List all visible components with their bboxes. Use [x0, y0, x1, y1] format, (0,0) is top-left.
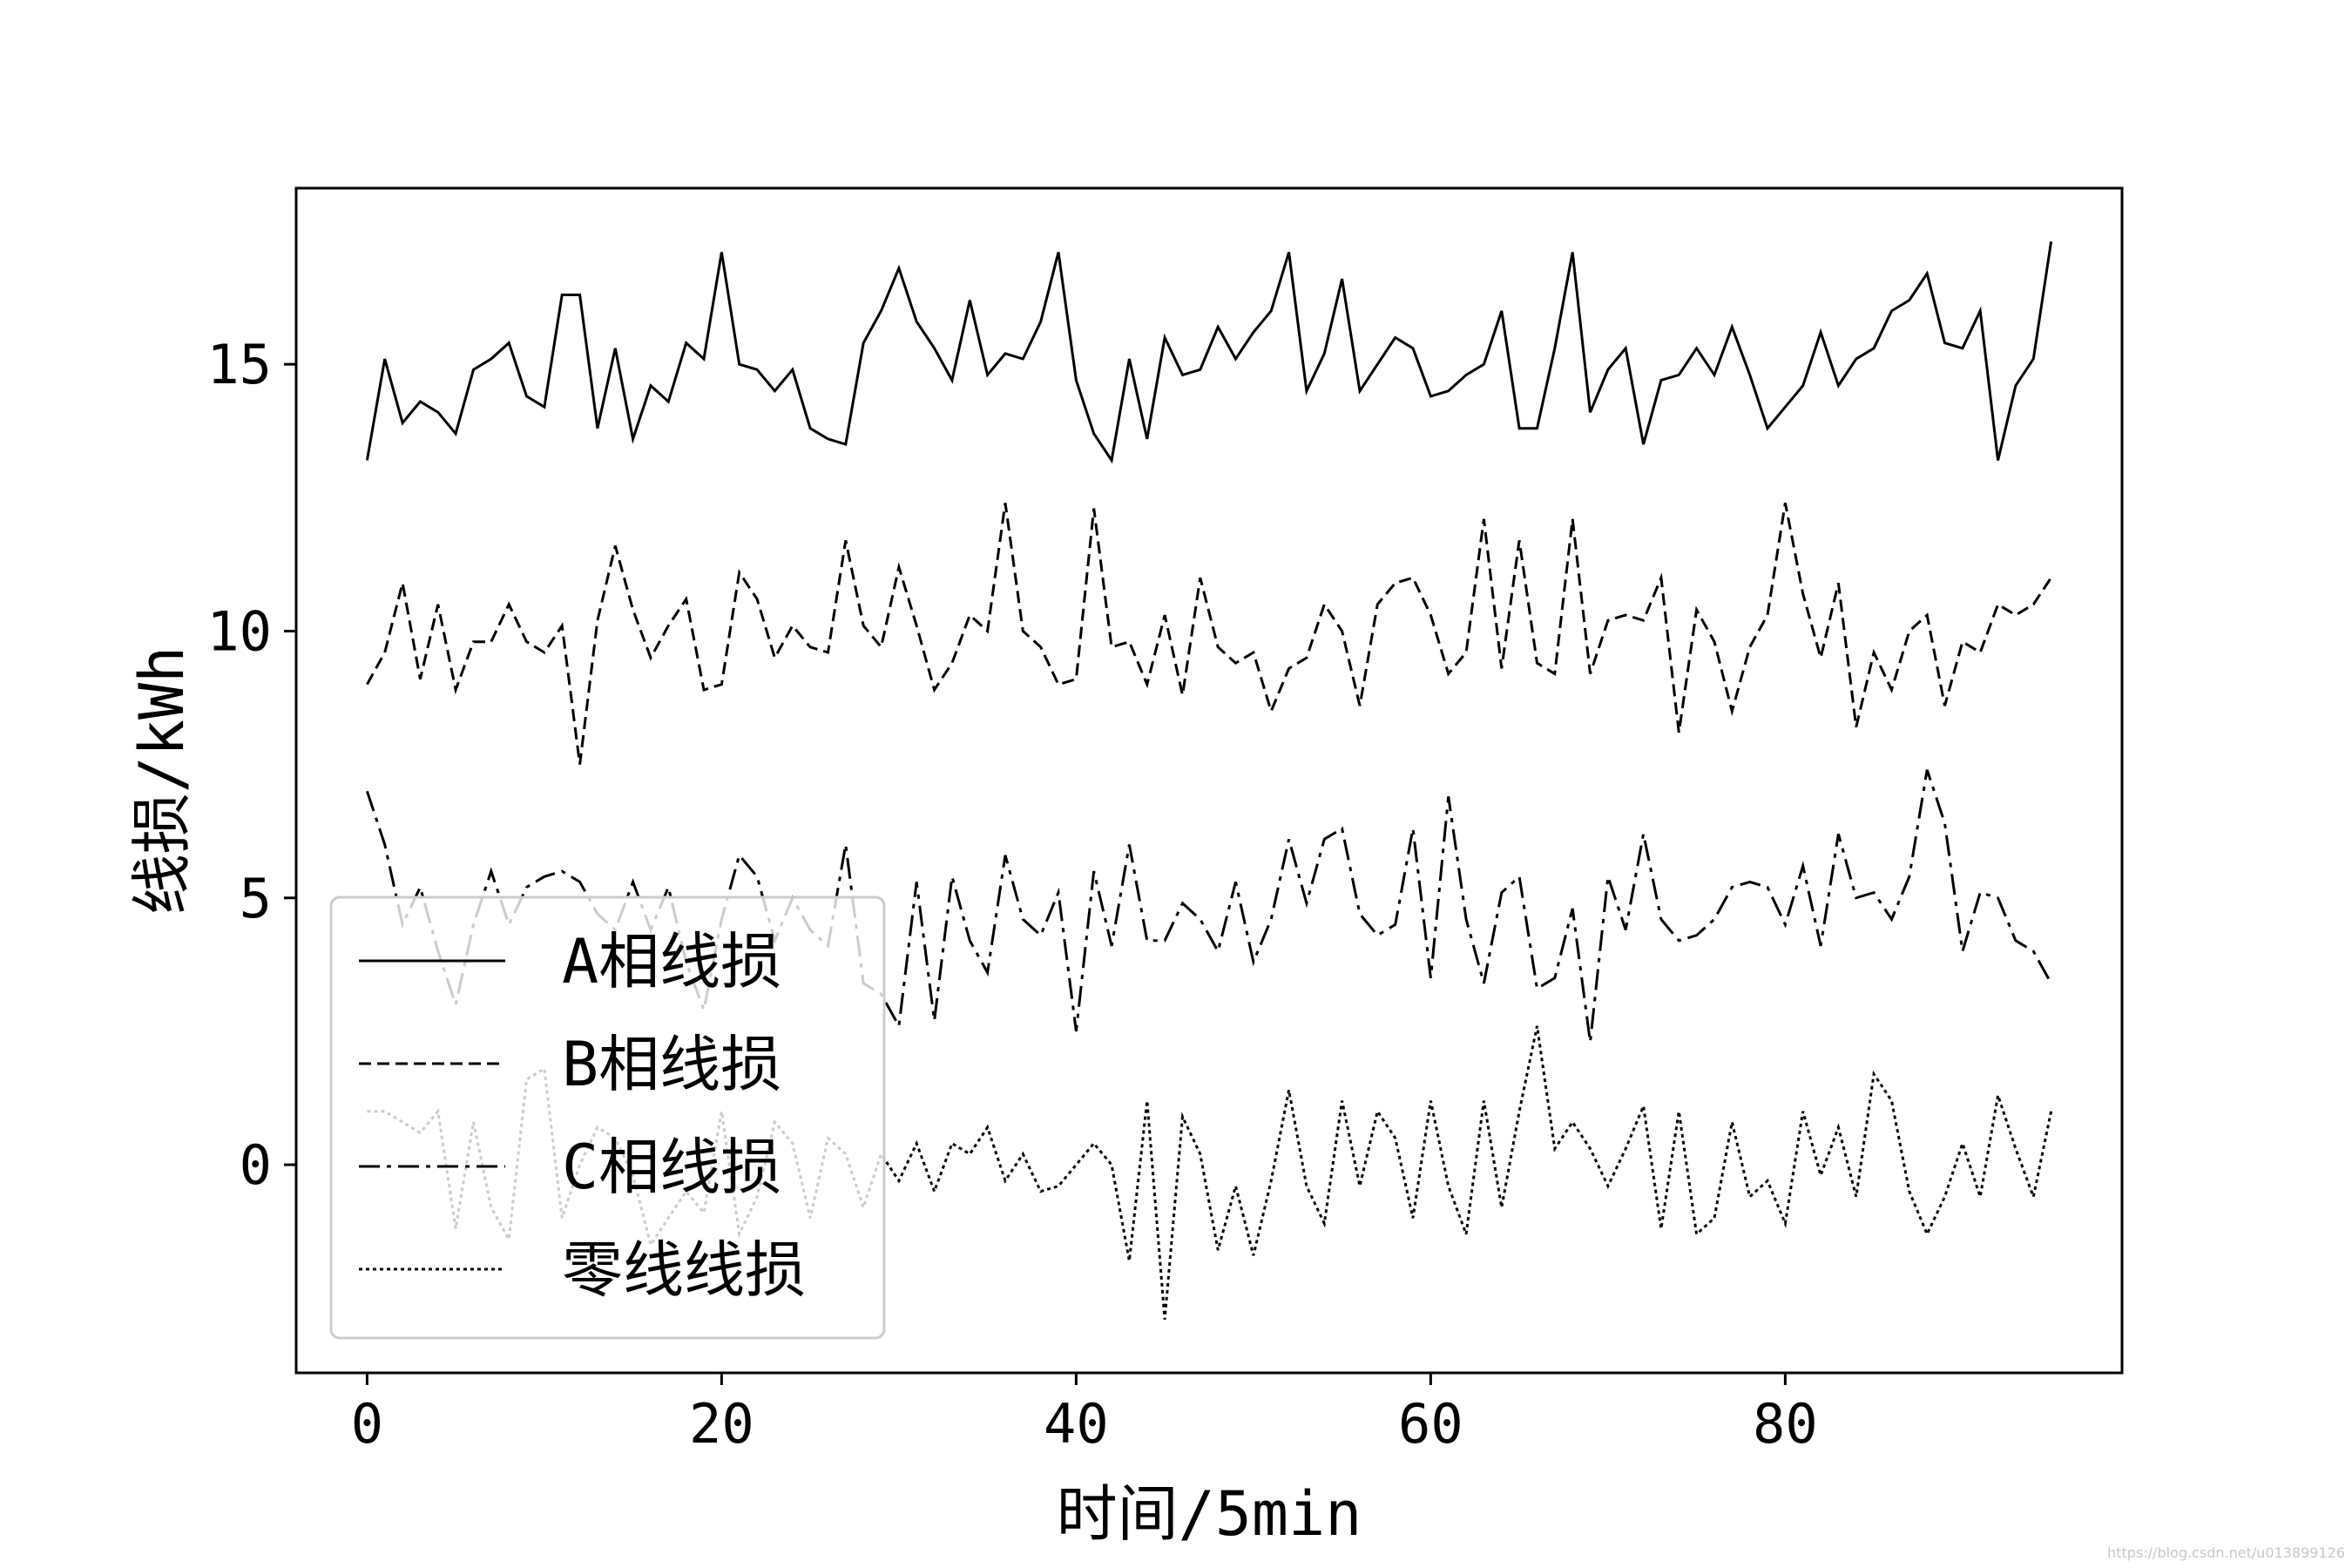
legend-box	[329, 896, 886, 1340]
watermark-text: https://blog.csdn.net/u013899126	[2107, 1544, 2345, 1561]
x-tick-label: 40	[1044, 1392, 1109, 1456]
x-axis-label: 时间/5min	[1057, 1478, 1362, 1550]
plot-frame	[294, 186, 2124, 1375]
x-tick-label: 80	[1753, 1392, 1818, 1456]
series-line-4	[367, 1025, 2053, 1320]
legend-label-1: A相线损	[562, 926, 781, 997]
x-tick-label: 0	[351, 1392, 383, 1456]
series-line-1	[365, 241, 2053, 464]
series-line-2	[366, 503, 2052, 765]
x-tick-label: 60	[1398, 1392, 1463, 1456]
x-tick-label: 20	[689, 1392, 754, 1456]
legend-label-2: B相线损	[562, 1029, 781, 1100]
legend-label-4: 零线线损	[562, 1234, 806, 1306]
y-tick-label: 0	[240, 1133, 272, 1197]
legend-label-3: C相线损	[562, 1132, 781, 1203]
y-tick-label: 5	[240, 867, 272, 930]
y-tick-label: 10	[206, 599, 272, 663]
ticks-layer: 0 20 40 60 80 0 5 10 15	[206, 333, 1817, 1456]
y-tick-label: 15	[206, 333, 272, 396]
y-axis-label: 线损/kWh	[126, 646, 198, 916]
